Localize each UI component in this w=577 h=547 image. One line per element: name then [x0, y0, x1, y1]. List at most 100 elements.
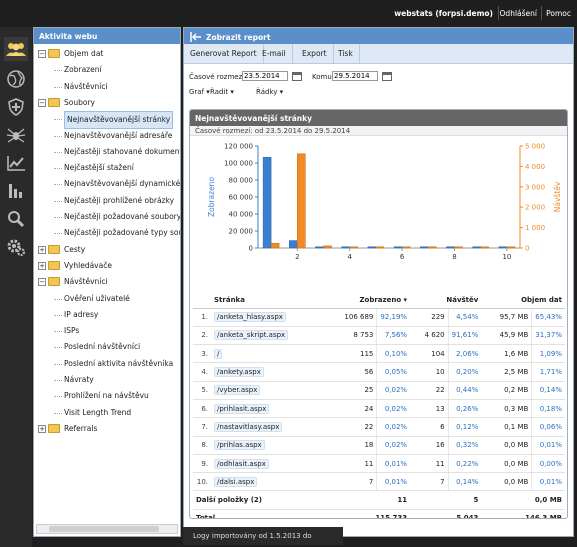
x-tick-label: 4	[347, 253, 352, 261]
visits-value: 10	[410, 362, 449, 382]
back-arrow-icon[interactable]	[190, 32, 202, 42]
tree-item[interactable]: Ověření uživatelé	[34, 291, 180, 307]
users-icon[interactable]	[4, 37, 28, 61]
graph-dropdown[interactable]: Graf ▾	[189, 88, 210, 96]
tree-folder[interactable]: + Cesty	[34, 242, 180, 258]
tree-item-label: ISPs	[64, 326, 80, 336]
views-value: 7	[326, 472, 377, 492]
table-row[interactable]: 7./nastavitlasy.aspx 22 0,02% 6 0,12% 0,1 MB 0…	[193, 417, 565, 437]
logout-link[interactable]: Odhlášení	[499, 9, 537, 18]
row-index: 9.	[193, 454, 211, 474]
tree-folder[interactable]: + Vyhledávače	[34, 258, 180, 274]
tree-item[interactable]: Visit Length Trend	[34, 405, 180, 421]
help-link[interactable]: Pomoc	[546, 9, 571, 18]
to-date-input[interactable]	[332, 71, 378, 81]
tree-item[interactable]: Poslední aktivita návštěvníka	[34, 356, 180, 372]
page-path-link[interactable]: /ankety.aspx	[214, 367, 264, 378]
tree-item[interactable]: ISPs	[34, 323, 180, 339]
tree-folder[interactable]: + Referrals	[34, 421, 180, 437]
tree-folder[interactable]: − Soubory	[34, 95, 180, 111]
right-tick-label: 2 000	[525, 204, 545, 212]
tree-item[interactable]: Prohlížení na návštěvu	[34, 388, 180, 404]
visits-percent: 0,22%	[447, 454, 482, 474]
views-percent: 0,02%	[376, 399, 411, 419]
col-visits[interactable]: Návštěv	[410, 292, 482, 309]
x-tick-label: 6	[400, 253, 405, 261]
collapse-icon[interactable]: −	[38, 98, 46, 107]
tree-item[interactable]: Návštěvníci	[34, 79, 180, 95]
col-volume[interactable]: Objem dat	[481, 292, 565, 309]
page-path-link[interactable]: /vyber.aspx	[214, 385, 261, 396]
tree-connector	[54, 86, 62, 88]
volume-percent: 0,01%	[531, 436, 565, 455]
right-tick-label: 5 000	[525, 143, 545, 151]
from-date-input[interactable]	[242, 71, 288, 81]
top-separator	[541, 6, 542, 20]
table-row[interactable]: 5./vyber.aspx 25 0,02% 22 0,44% 0,2 MB 0,14%	[193, 381, 565, 400]
tree-item[interactable]: Nejnavštěvovanější adresáře	[34, 128, 180, 144]
calendar-icon[interactable]	[292, 72, 302, 81]
table-row[interactable]: 6./prihlasit.aspx 24 0,02% 13 0,26% 0,3 MB 0,1…	[193, 399, 565, 419]
shield-plus-icon[interactable]	[4, 95, 28, 119]
gears-icon[interactable]	[4, 235, 28, 259]
col-views[interactable]: Zobrazeno ▾	[326, 292, 411, 309]
tree-item[interactable]: Nejčastější stažení	[34, 160, 180, 176]
table-row[interactable]: 1./anketa_hlasy.aspx 106 689 92,19% 229 4,54…	[193, 308, 565, 327]
globe-icon[interactable]	[4, 67, 28, 91]
page-path-link[interactable]: /anketa_skript.aspx	[214, 330, 289, 341]
page-path-link[interactable]: /odhlasit.aspx	[214, 458, 269, 469]
table-row[interactable]: 8./prihlas.aspx 18 0,02% 16 0,32% 0,0 MB 0,01%	[193, 436, 565, 455]
tree-item[interactable]: IP adresy	[34, 307, 180, 323]
expand-icon[interactable]: +	[38, 261, 46, 270]
print-button[interactable]: Tisk	[332, 44, 360, 64]
tree-item-label: Nejčastěji stahované dokumenty	[64, 146, 180, 156]
search-icon[interactable]	[4, 207, 28, 231]
page-path-link[interactable]: /	[214, 348, 223, 359]
tree-item[interactable]: Zobrazení	[34, 62, 180, 78]
tree-item[interactable]: Nejčastěji požadované soubory	[34, 209, 180, 225]
tree-item[interactable]: Nejnavštěvovanější stránky	[34, 111, 180, 130]
table-row[interactable]: 10./dalsi.aspx 7 0,01% 7 0,14% 0,0 MB 0,01%	[193, 472, 565, 492]
page-path-link[interactable]: /dalsi.aspx	[214, 476, 258, 487]
table-row[interactable]: 3./ 115 0,10% 104 2,06% 1,6 MB 1,09%	[193, 344, 565, 364]
more-row[interactable]: Další položky (2) 11 5 0,0 MB	[193, 490, 565, 510]
table-row[interactable]: 2./anketa_skript.aspx 8 753 7,56% 4 620 91,6…	[193, 326, 565, 346]
report-title: Nejnavštěvovanější stránky	[190, 110, 567, 126]
page-path-link[interactable]: /anketa_hlasy.aspx	[214, 312, 286, 323]
rows-dropdown[interactable]: Řádky ▾	[256, 88, 284, 96]
tree-item[interactable]: Návraty	[34, 372, 180, 388]
expand-icon[interactable]: +	[38, 424, 46, 433]
email-button[interactable]: E-mail	[256, 44, 293, 64]
table-row[interactable]: 4./ankety.aspx 56 0,05% 10 0,20% 2,5 MB 1,71%	[193, 362, 565, 382]
tree-item[interactable]: Nejnavštěvovanější dynamické stránky	[34, 176, 180, 192]
generate-report-button[interactable]: Generovat Report	[184, 44, 264, 64]
tree-item[interactable]: Nejčastěji stahované dokumenty	[34, 144, 180, 160]
col-page[interactable]: Stránka	[211, 292, 327, 309]
tree-item[interactable]: Nejčastěji prohlížené obrázky	[34, 193, 180, 209]
line-chart-icon[interactable]	[4, 151, 28, 175]
calendar-icon[interactable]	[382, 72, 392, 81]
page-path-link[interactable]: /prihlas.aspx	[214, 440, 265, 451]
bar-chart-icon[interactable]	[4, 179, 28, 203]
table-row[interactable]: 9./odhlasit.aspx 11 0,01% 11 0,22% 0,0 MB 0,00…	[193, 454, 565, 474]
tree-folder[interactable]: − Objem dat	[34, 46, 180, 62]
tree-folder[interactable]: − Návštěvníci	[34, 274, 180, 290]
tree-item[interactable]: Poslední návštěvníci	[34, 339, 180, 355]
export-button[interactable]: Export	[296, 44, 334, 64]
page-path-link[interactable]: /nastavitlasy.aspx	[214, 421, 283, 432]
row-index: 6.	[193, 399, 211, 419]
folder-icon	[48, 244, 60, 254]
tree-item[interactable]: Nejčastěji požadované typy souborů	[34, 225, 180, 241]
graph-dropdown-label: Graf	[189, 88, 205, 96]
views-percent: 0,02%	[376, 436, 411, 455]
page-path-link[interactable]: /prihlasit.aspx	[214, 403, 270, 414]
visits-value: 6	[410, 417, 449, 437]
horizontal-scrollbar[interactable]	[36, 524, 178, 534]
scrollbar-thumb[interactable]	[49, 526, 159, 532]
spider-icon[interactable]	[4, 123, 28, 147]
sort-dropdown[interactable]: Řadit ▾	[210, 88, 234, 96]
collapse-icon[interactable]: −	[38, 278, 46, 287]
expand-icon[interactable]: +	[38, 245, 46, 254]
collapse-icon[interactable]: −	[38, 50, 46, 58]
bar-navstev	[428, 246, 437, 249]
